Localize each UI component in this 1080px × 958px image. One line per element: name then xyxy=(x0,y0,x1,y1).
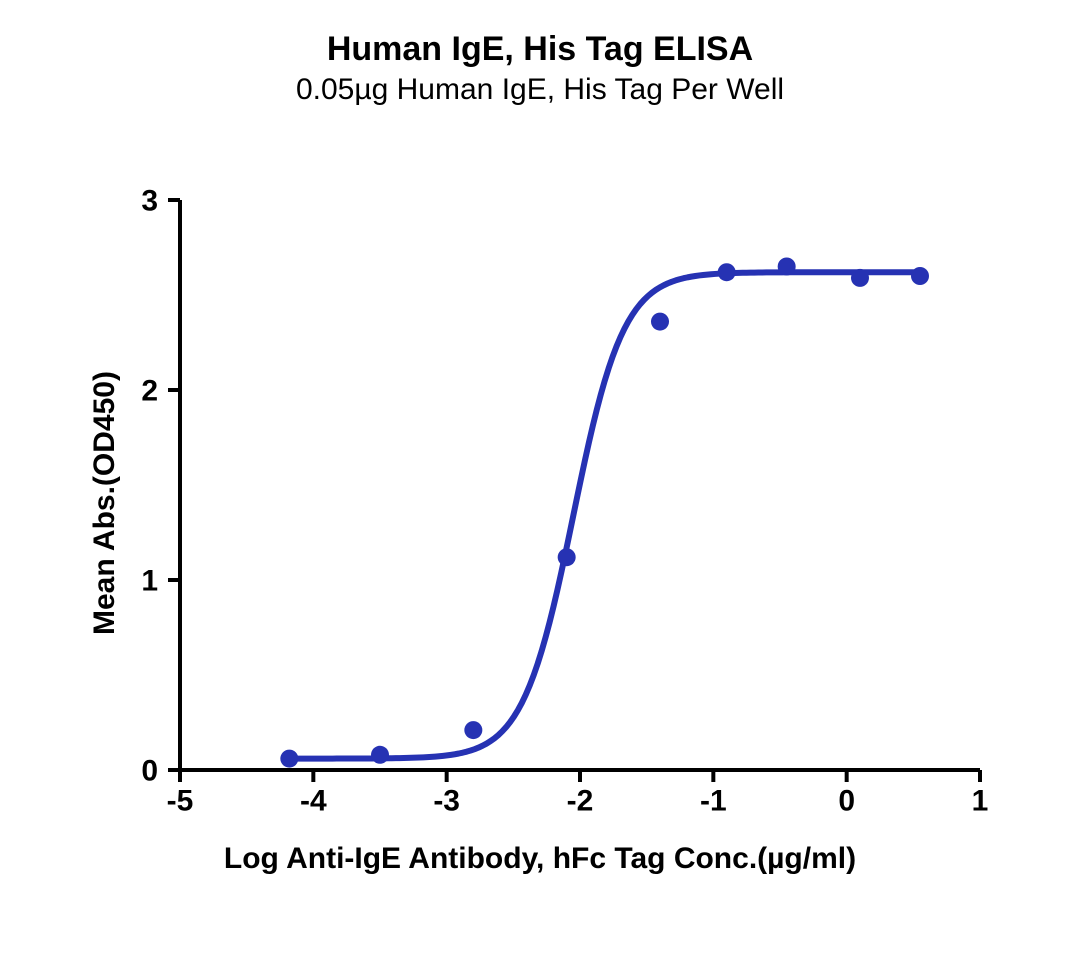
chart-subtitle: 0.05µg Human IgE, His Tag Per Well xyxy=(0,73,1080,108)
data-point xyxy=(558,548,576,566)
data-point xyxy=(280,750,298,768)
x-tick-label: -1 xyxy=(700,785,727,818)
y-axis-label: Mean Abs.(OD450) xyxy=(88,371,122,635)
x-tick-label: -5 xyxy=(167,785,194,818)
y-tick-label: 0 xyxy=(141,755,158,788)
data-point xyxy=(464,721,482,739)
plot-area: -5 -4 -3 -2 -1 0 1 0 1 2 3 xyxy=(110,180,1000,840)
x-tick-label: 1 xyxy=(972,785,989,818)
data-point xyxy=(371,746,389,764)
title-block: Human IgE, His Tag ELISA 0.05µg Human Ig… xyxy=(0,30,1080,108)
x-tick-label: 0 xyxy=(838,785,855,818)
page-root: Human IgE, His Tag ELISA 0.05µg Human Ig… xyxy=(0,0,1080,958)
fit-curve xyxy=(289,272,920,758)
x-tick-label: -4 xyxy=(300,785,327,818)
data-point xyxy=(718,263,736,281)
x-axis-label: Log Anti-IgE Antibody, hFc Tag Conc.(µg/… xyxy=(0,842,1080,876)
data-point xyxy=(651,313,669,331)
data-point xyxy=(851,269,869,287)
data-point xyxy=(778,258,796,276)
y-tick-label: 1 xyxy=(141,565,158,598)
chart-title: Human IgE, His Tag ELISA xyxy=(0,30,1080,69)
x-tick-label: -2 xyxy=(567,785,594,818)
x-tick-label: -3 xyxy=(433,785,460,818)
data-point xyxy=(911,267,929,285)
y-tick-label: 3 xyxy=(141,185,158,218)
y-tick-label: 2 xyxy=(141,375,158,408)
plot-svg: -5 -4 -3 -2 -1 0 1 0 1 2 3 xyxy=(110,180,1000,840)
